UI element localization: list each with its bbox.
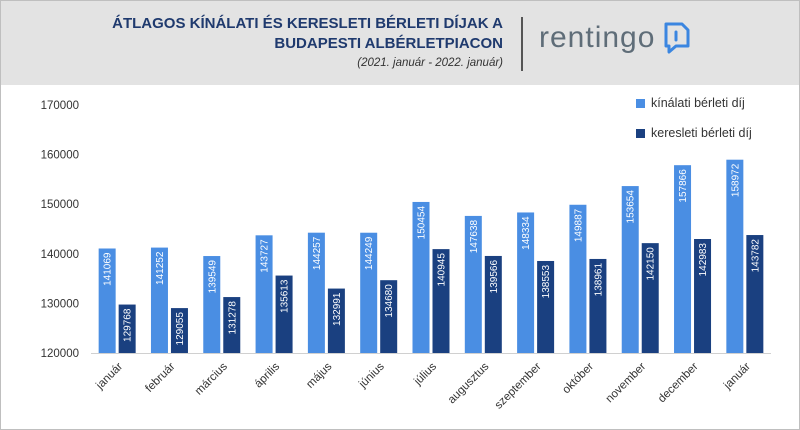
legend-label: keresleti bérleti díj bbox=[651, 126, 752, 140]
brand-name: rentingo bbox=[539, 21, 656, 54]
data-label: 143782 bbox=[750, 239, 761, 273]
bar-demand bbox=[484, 255, 502, 353]
data-label: 143727 bbox=[260, 239, 271, 273]
data-label: 142150 bbox=[646, 247, 657, 281]
data-label: 153654 bbox=[626, 190, 637, 224]
bar-offer bbox=[255, 235, 273, 353]
bar-chart: 120000 130000 140000 150000 160000 170000 1410… bbox=[41, 96, 771, 412]
data-label: 132991 bbox=[332, 292, 343, 326]
bar-demand bbox=[537, 260, 555, 353]
data-label: 131278 bbox=[227, 301, 238, 335]
x-tick-label: december bbox=[656, 361, 701, 406]
bar-offer bbox=[307, 232, 325, 353]
data-label: 144249 bbox=[364, 236, 375, 270]
bar-offer bbox=[203, 256, 221, 353]
x-tick-label: szeptember bbox=[493, 361, 544, 412]
y-tick-label: 160000 bbox=[41, 150, 79, 162]
data-label: 150454 bbox=[417, 206, 428, 240]
brand-logo: rentingo bbox=[539, 21, 691, 55]
x-tick-label: május bbox=[304, 360, 334, 390]
bar-demand bbox=[432, 249, 450, 353]
x-tick-label: április bbox=[252, 360, 282, 390]
x-tick-label: június bbox=[356, 360, 387, 391]
bar-offer bbox=[621, 186, 639, 353]
speech-bubble-logo-icon bbox=[664, 22, 690, 54]
bar-offer bbox=[150, 247, 168, 353]
x-tick-label: augusztus bbox=[446, 360, 492, 406]
bar-demand bbox=[275, 275, 293, 353]
legend-label: kínálati bérleti díj bbox=[651, 96, 745, 110]
bar-offer bbox=[98, 248, 116, 353]
bar-demand bbox=[118, 304, 136, 353]
data-label: 149887 bbox=[573, 208, 584, 242]
x-tick-label: március bbox=[193, 360, 230, 397]
x-tick-label: november bbox=[604, 361, 649, 406]
bar-offer bbox=[360, 232, 378, 353]
y-tick-label: 130000 bbox=[41, 298, 79, 310]
bar-demand bbox=[223, 297, 241, 353]
data-label: 147638 bbox=[469, 219, 480, 253]
x-tick-label: február bbox=[143, 361, 177, 395]
data-label: 129055 bbox=[175, 312, 186, 346]
x-tick-label: október bbox=[560, 361, 596, 397]
data-label: 139566 bbox=[489, 260, 500, 294]
legend-swatch bbox=[636, 99, 645, 108]
x-tick-label: január bbox=[721, 361, 753, 393]
data-label: 138553 bbox=[541, 265, 552, 299]
bar-offer bbox=[674, 165, 692, 353]
bar-demand bbox=[589, 258, 607, 353]
bar-offer bbox=[726, 159, 744, 353]
data-label: 157866 bbox=[678, 169, 689, 203]
bar-demand bbox=[694, 239, 712, 353]
bar-demand bbox=[746, 235, 764, 353]
data-label: 135613 bbox=[280, 279, 291, 313]
y-tick-label: 170000 bbox=[41, 100, 79, 112]
chart-header: ÁTLAGOS KÍNÁLATI ÉS KERESLETI BÉRLETI DÍ… bbox=[1, 1, 799, 85]
header-divider bbox=[521, 17, 523, 71]
data-label: 148334 bbox=[521, 216, 532, 250]
bar-demand bbox=[380, 280, 398, 353]
chart-title-line2: BUDAPESTI ALBÉRLETPIACON bbox=[274, 35, 503, 52]
data-label: 158972 bbox=[730, 163, 741, 197]
bar-offer bbox=[464, 215, 482, 353]
chart-subtitle: (2021. január - 2022. január) bbox=[357, 57, 503, 69]
bar-demand bbox=[170, 308, 188, 353]
x-tick-label: július bbox=[411, 360, 439, 388]
data-label: 141252 bbox=[155, 251, 166, 285]
y-tick-label: 120000 bbox=[41, 348, 79, 360]
bar-offer bbox=[517, 212, 535, 353]
x-tick-label: január bbox=[93, 361, 125, 393]
legend-swatch bbox=[636, 129, 645, 138]
data-label: 142983 bbox=[698, 243, 709, 277]
bar-offer bbox=[569, 204, 587, 353]
chart-title-line1: ÁTLAGOS KÍNÁLATI ÉS KERESLETI BÉRLETI DÍ… bbox=[112, 15, 503, 32]
data-label: 141069 bbox=[103, 252, 114, 286]
y-tick-label: 150000 bbox=[41, 199, 79, 211]
data-label: 129768 bbox=[123, 308, 134, 342]
data-label: 134680 bbox=[384, 284, 395, 318]
data-label: 140945 bbox=[437, 253, 448, 287]
data-label: 144257 bbox=[312, 236, 323, 270]
y-tick-label: 140000 bbox=[41, 249, 79, 261]
bar-demand bbox=[327, 288, 345, 353]
data-label: 138961 bbox=[593, 263, 604, 297]
bar-offer bbox=[412, 201, 430, 353]
bar-demand bbox=[641, 243, 659, 353]
data-label: 139549 bbox=[207, 260, 218, 294]
